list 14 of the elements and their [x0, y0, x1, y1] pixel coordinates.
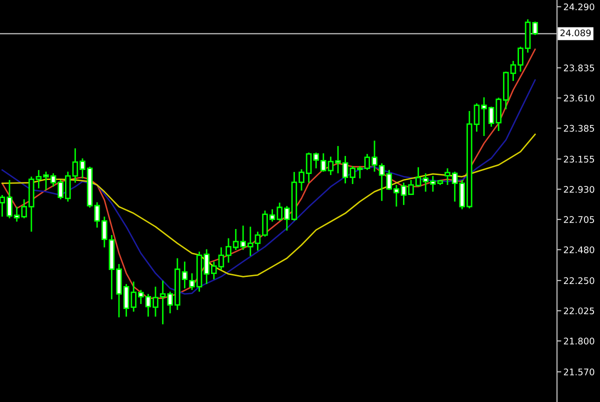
- ref-line-label: 24.089: [560, 29, 591, 36]
- y-tick-label: 23.610: [564, 94, 594, 102]
- y-tick-label: 21.800: [564, 338, 594, 344]
- y-tick-label: 24.290: [564, 3, 594, 10]
- y-tick-label: 22.705: [564, 216, 594, 224]
- y-tick-label: 23.155: [564, 156, 594, 163]
- y-tick-label: 22.930: [564, 186, 594, 193]
- y-tick-label: 23.385: [564, 124, 594, 132]
- y-tick-label: 21.570: [564, 368, 594, 376]
- y-tick-label: 22.250: [564, 277, 594, 284]
- line-series: [1, 134, 536, 278]
- y-tick-label: 22.025: [564, 307, 594, 314]
- y-tick-label: 22.480: [564, 246, 594, 254]
- y-tick-label: 23.835: [564, 64, 594, 72]
